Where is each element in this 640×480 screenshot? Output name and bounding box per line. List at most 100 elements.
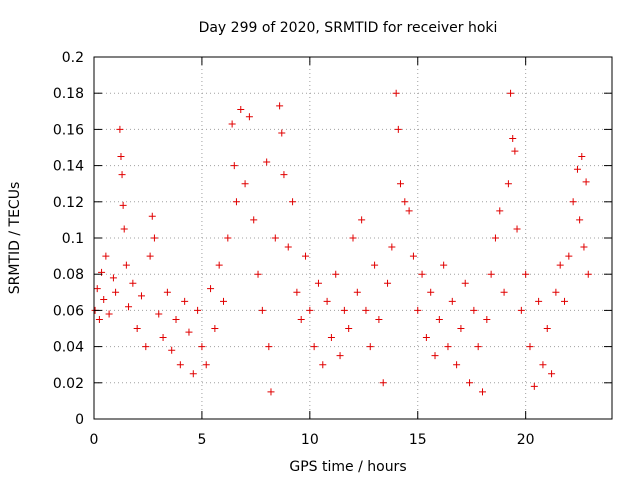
data-point [146,252,154,260]
data-point [119,201,127,209]
data-point [543,325,551,332]
x-axis-title: GPS time / hours [289,459,406,475]
data-point [548,370,556,378]
data-point [422,334,430,342]
data-points [91,89,592,396]
data-point [100,296,108,304]
data-point [172,315,180,323]
data-point [444,343,452,351]
data-point [418,270,426,278]
data-point [332,270,340,278]
data-point [396,180,404,188]
y-tick-label: 0.06 [53,303,84,319]
data-point [241,180,249,188]
data-point [448,297,456,305]
data-point [580,243,588,251]
data-point [539,361,547,369]
data-point [358,216,366,224]
data-point [340,306,348,314]
data-point [211,325,219,332]
data-point [237,105,245,113]
data-point [453,361,461,369]
data-point [258,306,266,314]
y-tick-label: 0.12 [53,195,84,211]
data-point [95,315,103,323]
data-point [105,310,113,318]
data-point [267,388,275,396]
data-point [189,370,197,378]
data-point [159,334,167,342]
x-tick-label: 5 [197,432,206,448]
data-point [470,306,478,314]
data-point [224,234,232,242]
data-point [496,207,504,215]
data-point [576,216,584,224]
data-point [314,279,322,287]
data-point [230,162,238,170]
data-point [117,153,125,161]
data-point [584,270,592,278]
data-point [509,134,517,142]
data-point [276,102,284,110]
data-point [345,325,353,332]
data-point [228,120,236,128]
data-point [176,361,184,369]
data-point [207,285,215,293]
data-point [466,379,474,387]
data-point [129,279,137,287]
data-point [302,252,310,260]
data-point [491,234,499,242]
data-point [120,225,128,233]
data-point [401,198,409,206]
y-tick-label: 0.04 [53,340,84,356]
data-point [168,346,176,354]
y-tick-label: 0.2 [62,50,84,66]
data-point [122,261,130,269]
data-point [278,129,286,137]
data-point [289,198,297,206]
y-tick-label: 0.14 [53,159,84,175]
data-point [461,279,469,287]
data-point [293,288,301,296]
data-point [202,361,210,369]
data-point [362,306,370,314]
data-point [137,292,145,300]
data-point [435,315,443,323]
x-tick-label: 10 [301,432,319,448]
data-point [148,212,156,220]
data-point [565,252,573,260]
data-point [474,343,482,351]
data-point [483,315,491,323]
y-tick-label: 0.1 [62,231,84,247]
data-point [323,297,331,305]
data-point [511,147,519,155]
data-point [310,343,318,351]
data-point [349,234,357,242]
data-point [394,125,402,133]
data-point [366,343,374,351]
data-point [388,243,396,251]
data-point [530,382,538,390]
data-point [427,288,435,296]
data-point [375,315,383,323]
data-point [405,207,413,215]
data-point [198,343,206,351]
data-point [507,89,515,97]
data-point [379,379,387,387]
data-point [353,288,361,296]
data-point [573,165,581,173]
data-point [336,352,344,360]
data-point [133,325,141,332]
data-point [561,297,569,305]
y-tick-label: 0.16 [53,122,84,138]
data-point [116,125,124,133]
data-point [517,306,525,314]
data-point [371,261,379,269]
data-point [215,261,223,269]
data-point [479,388,486,396]
data-point [271,234,279,242]
data-point [522,270,530,278]
y-tick-label: 0.08 [53,267,84,283]
data-point [125,303,133,311]
